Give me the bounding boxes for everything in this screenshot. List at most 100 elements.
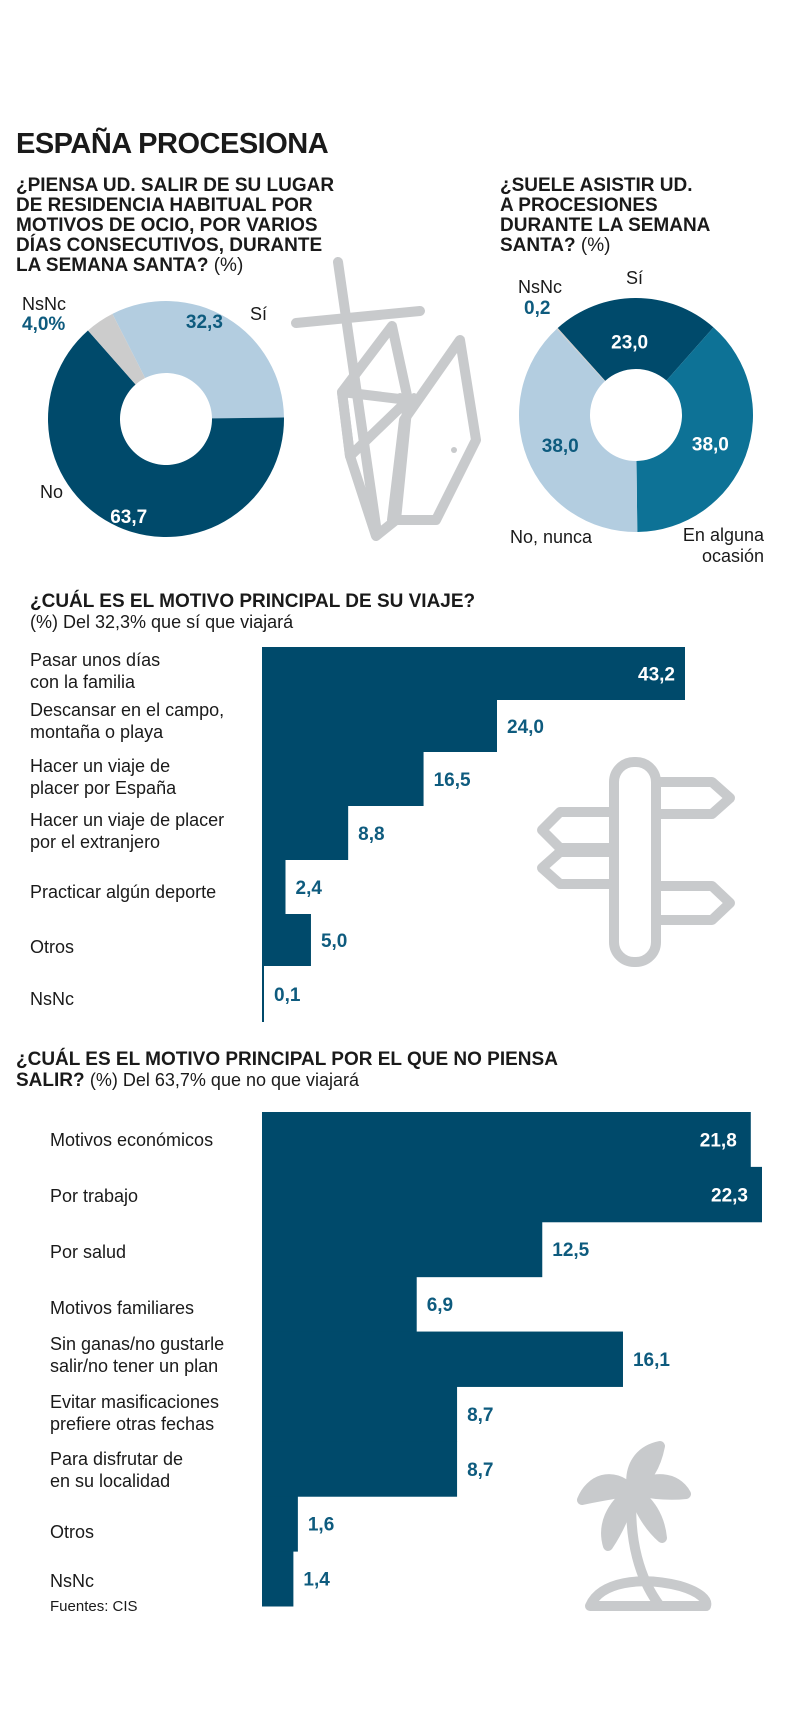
bar2-category-label: Por salud [50, 1242, 126, 1262]
bar1-value-label: 2,4 [296, 878, 323, 899]
bar2-category-label: Evitar masificaciones [50, 1392, 219, 1412]
bar2-category-label: Motivos económicos [50, 1130, 213, 1150]
bar2-subtitle: (%) Del 63,7% que no que viajará [89, 1070, 360, 1090]
donut1-slice [112, 301, 284, 419]
bar1-value-label: 0,1 [274, 985, 301, 1006]
bar2-value-label: 1,4 [303, 1570, 330, 1591]
donut2-category-label: Sí [626, 268, 643, 288]
bar2-category-label: en su localidad [50, 1471, 170, 1491]
donut2-slice [636, 327, 753, 532]
bar2-value-label: 21,8 [700, 1130, 737, 1151]
bar2-value-label: 1,6 [308, 1515, 334, 1536]
donut1-value-label: 32,3 [186, 312, 223, 333]
bar2-category-label: Otros [50, 1522, 94, 1542]
donut2-category-label: No, nunca [510, 527, 593, 547]
bar1-category-label: Otros [30, 937, 74, 957]
bar1-category-label: Pasar unos días [30, 650, 160, 670]
bar2-bar [262, 1551, 294, 1607]
bar1-category-label: Hacer un viaje de [30, 756, 170, 776]
bar2-value-label: 8,7 [467, 1460, 493, 1481]
bar2-category-label: Por trabajo [50, 1186, 138, 1206]
bar1-category-label: montaña o playa [30, 722, 164, 742]
bar1-title: ¿CUÁL ES EL MOTIVO PRINCIPAL DE SU VIAJE… [30, 591, 476, 612]
donut1-slice [48, 330, 284, 537]
bar2-bar [262, 1221, 543, 1278]
bar2-title-line: ¿CUÁL ES EL MOTIVO PRINCIPAL POR EL QUE … [16, 1049, 558, 1070]
donut2-unit: (%) [580, 235, 611, 256]
donut2-question: ¿SUELE ASISTIR UD. A PROCESIONES DURANTE… [500, 176, 780, 256]
donut2-slice [557, 298, 714, 381]
bar2-category-label: Motivos familiares [50, 1298, 194, 1318]
donut2-category-label: En alguna [683, 525, 765, 545]
bar1-bar [262, 806, 349, 860]
bar1-bar [262, 914, 311, 966]
bar1-value-label: 24,0 [507, 717, 544, 738]
donut1-question-line: DÍAS CONSECUTIVOS, DURANTE [16, 235, 323, 256]
bar1-category-label: Hacer un viaje de placer [30, 810, 224, 830]
donut1-category-label: Sí [250, 304, 267, 324]
donut2-value-label: 0,2 [524, 298, 550, 319]
donut2-value-label: 23,0 [611, 333, 648, 354]
bar2-bar [262, 1441, 458, 1497]
donut1-question-line: DE RESIDENCIA HABITUAL POR [16, 195, 313, 216]
bar1-bar [262, 860, 286, 914]
bar2-question: ¿CUÁL ES EL MOTIVO PRINCIPAL POR EL QUE … [16, 1050, 616, 1091]
donut1-value-label: 4,0% [22, 314, 65, 335]
bar2-bar [262, 1496, 298, 1552]
bar1-category-label: por el extranjero [30, 832, 160, 852]
bar2-value-label: 6,9 [427, 1295, 453, 1316]
bar2-category-label: prefiere otras fechas [50, 1414, 214, 1434]
bar1-bar [262, 966, 264, 1022]
donut2-question-line: ¿SUELE ASISTIR UD. [500, 175, 693, 196]
bar1-question: ¿CUÁL ES EL MOTIVO PRINCIPAL DE SU VIAJE… [30, 591, 750, 633]
donut1-question: ¿PIENSA UD. SALIR DE SU LUGAR DE RESIDEN… [16, 176, 376, 276]
bar1-category-label: NsNc [30, 989, 74, 1009]
signpost-icon [537, 757, 735, 967]
crosses-icon [291, 257, 481, 541]
bar2-value-label: 8,7 [467, 1405, 493, 1426]
bar2-bar [262, 1166, 762, 1223]
bar1-category-label: Practicar algún deporte [30, 882, 216, 902]
donut2-question-line: A PROCESIONES [500, 195, 658, 216]
bar1-value-label: 16,5 [434, 770, 471, 791]
bar1-category-label: placer por España [30, 778, 177, 798]
bar1-value-label: 43,2 [638, 665, 675, 686]
palm-tree-icon [577, 1441, 712, 1611]
bar2-bar [262, 1276, 417, 1333]
donut1-question-line: MOTIVOS DE OCIO, POR VARIOS [16, 215, 318, 236]
bar1-bar [262, 647, 685, 700]
source-note: Fuentes: CIS [50, 1598, 138, 1615]
bar2-category-label: salir/no tener un plan [50, 1356, 218, 1376]
bar1-category-label: con la familia [30, 672, 136, 692]
donut2-question-line: DURANTE LA SEMANA [500, 215, 711, 236]
page-title: ESPAÑA PROCESIONA [16, 128, 329, 160]
bar2-value-label: 12,5 [552, 1240, 589, 1261]
bar2-bar [262, 1112, 751, 1168]
donut2-slice [519, 329, 638, 532]
donut1-question-line: ¿PIENSA UD. SALIR DE SU LUGAR [16, 175, 335, 196]
bar2-title-line: SALIR? [16, 1070, 85, 1091]
bar1-bar [262, 752, 424, 806]
bar2-bar [262, 1386, 458, 1442]
donut2-question-line: SANTA? (%) [500, 235, 611, 256]
donut2-category-label: ocasión [702, 546, 764, 566]
bar2-category-label: NsNc [50, 1571, 94, 1591]
donut1-question-line: LA SEMANA SANTA? (%) [16, 255, 244, 276]
bar2-value-label: 22,3 [711, 1185, 748, 1206]
bar2-bar [262, 1331, 623, 1387]
bar2-value-label: 16,1 [633, 1350, 670, 1371]
bar2-category-label: Para disfrutar de [50, 1449, 183, 1469]
donut2-value-label: 38,0 [542, 436, 579, 457]
bar1-value-label: 8,8 [358, 824, 384, 845]
donut1-category-label: No [40, 482, 63, 502]
bar1-bar [262, 700, 497, 752]
bar2-category-label: Sin ganas/no gustarle [50, 1334, 224, 1354]
donut1-slice [87, 313, 146, 385]
bar1-value-label: 5,0 [321, 931, 347, 952]
donut2-value-label: 38,0 [692, 434, 729, 455]
donut2-slice [556, 328, 606, 382]
bar1-category-label: Descansar en el campo, [30, 700, 224, 720]
donut1-category-label: NsNc [22, 294, 66, 314]
bar1-subtitle: (%) Del 32,3% que sí que viajará [30, 612, 294, 632]
